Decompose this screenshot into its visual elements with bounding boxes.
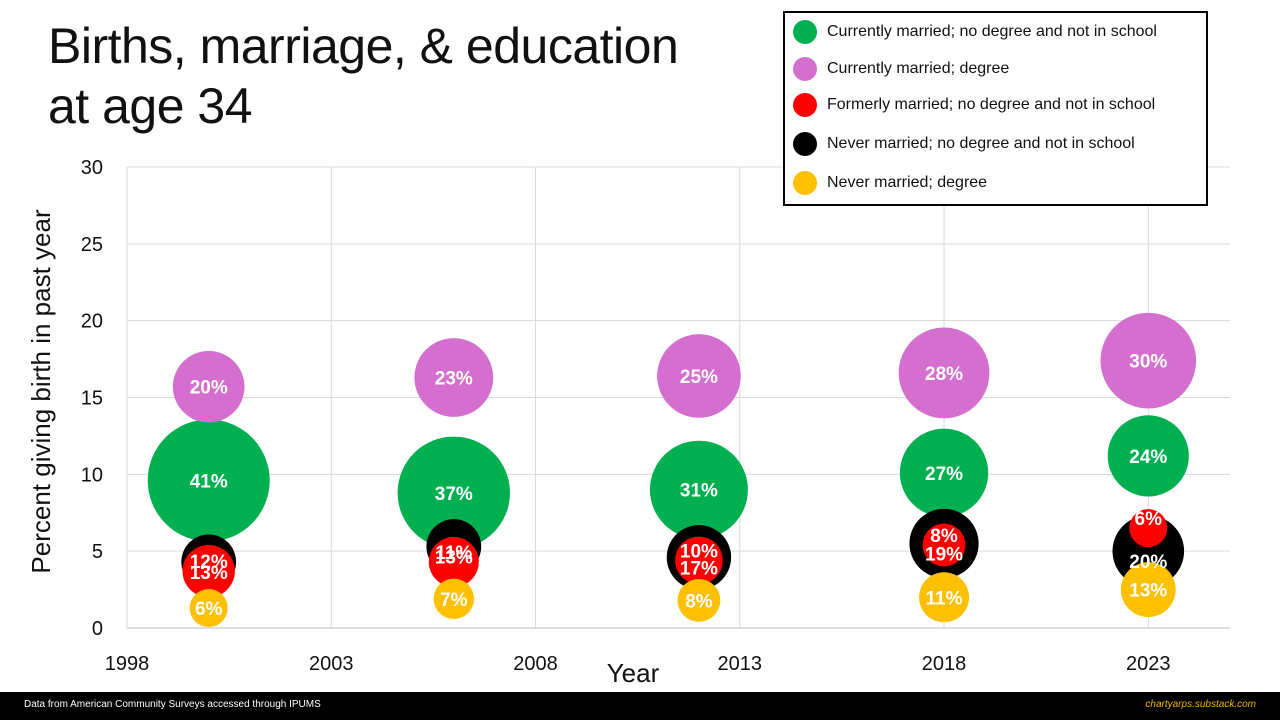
legend-swatch bbox=[793, 93, 817, 117]
legend-swatch bbox=[793, 57, 817, 81]
legend-label: Currently married; no degree and not in … bbox=[827, 23, 1157, 40]
bubble bbox=[397, 436, 511, 549]
bubble bbox=[899, 428, 989, 517]
bubble-label: 25% bbox=[680, 367, 718, 388]
chart-title: Births, marriage, & education at age 34 bbox=[48, 16, 679, 136]
y-axis-title: Percent giving birth in past year bbox=[26, 209, 56, 574]
legend-entry: Currently married; no degree and not in … bbox=[793, 19, 1157, 45]
bubble-label: 10% bbox=[680, 541, 718, 562]
bubble bbox=[172, 350, 245, 423]
bubble-label: 8% bbox=[685, 591, 713, 612]
bubble bbox=[433, 578, 475, 620]
legend-entry: Never married; no degree and not in scho… bbox=[793, 131, 1135, 157]
legend-swatch bbox=[793, 20, 817, 44]
legend-label: Never married; no degree and not in scho… bbox=[827, 135, 1135, 152]
y-tick-label: 10 bbox=[81, 464, 103, 486]
bubble-label: 41% bbox=[190, 471, 228, 492]
chart-title-line-2: at age 34 bbox=[48, 78, 253, 134]
bubbles: 41%37% 31%27%24%20% 23% 25% 28%30%13%13%17%1… bbox=[147, 312, 1197, 628]
bubble-label: 17% bbox=[680, 558, 718, 579]
x-tick-label: 2008 bbox=[513, 653, 558, 675]
bubble-label: 31% bbox=[680, 481, 718, 502]
bubble bbox=[677, 578, 721, 622]
chart-title-line-1: Births, marriage, & education bbox=[48, 18, 679, 74]
bubble-label: 7% bbox=[440, 590, 468, 611]
legend-swatch bbox=[793, 171, 817, 195]
bubble-label: 13% bbox=[1129, 581, 1167, 602]
bubble-chart: 0 5 10 15 20 25 30 1998 2003 2008 2013 2018 2023 Year… bbox=[26, 157, 1230, 688]
bubble bbox=[189, 589, 228, 628]
legend-swatch bbox=[793, 132, 817, 156]
y-tick-label: 5 bbox=[92, 541, 103, 563]
legend-label: Currently married; degree bbox=[827, 60, 1010, 77]
bubble bbox=[428, 536, 479, 587]
bubble-label: 20% bbox=[190, 378, 228, 399]
bubble-label: 6% bbox=[1135, 509, 1163, 530]
legend-label: Never married; degree bbox=[827, 174, 988, 191]
bubble bbox=[649, 440, 748, 539]
bubble bbox=[922, 523, 966, 567]
x-tick-label: 2023 bbox=[1126, 653, 1171, 675]
legend: Currently married; no degree and not in … bbox=[783, 11, 1208, 206]
y-tick-label: 0 bbox=[92, 618, 103, 640]
site-credit: chartyarps.substack.com bbox=[1145, 699, 1256, 710]
bubble bbox=[1129, 509, 1168, 548]
data-source-note: Data from American Community Surveys acc… bbox=[24, 699, 321, 710]
bubble bbox=[147, 419, 270, 542]
footer: Data from American Community Surveys acc… bbox=[0, 692, 1280, 720]
bubble-label: 37% bbox=[435, 484, 473, 505]
bubble-label: 8% bbox=[930, 526, 958, 547]
legend-entry: Never married; degree bbox=[793, 170, 987, 196]
x-tick-label: 2003 bbox=[309, 653, 354, 675]
bubble-label: 20% bbox=[1129, 552, 1167, 573]
bubble-label: 13% bbox=[190, 563, 228, 584]
bubble bbox=[1120, 562, 1176, 617]
bubble bbox=[1107, 415, 1189, 497]
axes: 0 5 10 15 20 25 30 1998 2003 2008 2013 2018 2023 Year… bbox=[26, 157, 1230, 688]
x-tick-label: 2018 bbox=[922, 653, 967, 675]
x-tick-label: 2013 bbox=[718, 653, 763, 675]
bubble-label: 23% bbox=[435, 369, 473, 390]
bubble bbox=[919, 572, 970, 623]
bubble-label: 12% bbox=[190, 552, 228, 573]
y-tick-label: 15 bbox=[81, 388, 103, 410]
bubble-label: 11% bbox=[435, 543, 472, 564]
bubble-label: 13% bbox=[435, 548, 473, 569]
bubble-label: 30% bbox=[1129, 352, 1167, 373]
legend-entry: Currently married; degree bbox=[793, 56, 1009, 82]
bubble-label: 19% bbox=[925, 544, 963, 565]
bubble-label: 24% bbox=[1129, 447, 1167, 468]
y-tick-label: 30 bbox=[81, 157, 103, 179]
bubble bbox=[182, 544, 235, 598]
bubble-label: 27% bbox=[925, 464, 963, 485]
x-tick-label: 1998 bbox=[105, 653, 150, 675]
legend-entry: Formerly married; no degree and not in s… bbox=[793, 92, 1155, 118]
bubble-label: 28% bbox=[925, 364, 963, 385]
x-axis-title: Year bbox=[607, 658, 660, 688]
bubble bbox=[1100, 312, 1197, 409]
bubble bbox=[414, 338, 494, 417]
y-tick-label: 25 bbox=[81, 234, 103, 256]
bubble bbox=[657, 334, 741, 418]
legend-label: Formerly married; no degree and not in s… bbox=[827, 96, 1156, 113]
bubble-label: 6% bbox=[195, 599, 223, 620]
bubble-label: 11% bbox=[926, 588, 963, 609]
bubble bbox=[675, 536, 723, 585]
y-tick-label: 20 bbox=[81, 311, 103, 333]
bubble bbox=[898, 327, 990, 419]
